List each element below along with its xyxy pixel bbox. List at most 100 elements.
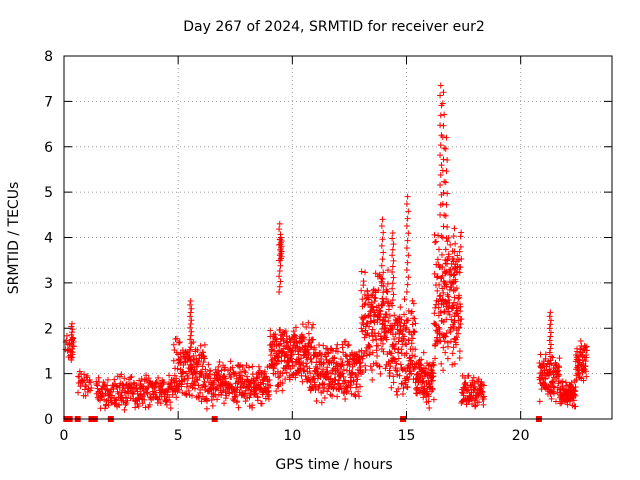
data-point [104, 376, 111, 383]
x-tick-label: 10 [283, 428, 301, 444]
data-point [377, 307, 384, 314]
data-point [274, 382, 281, 389]
data-point [379, 276, 386, 283]
data-point [438, 233, 445, 240]
data-point [411, 329, 418, 336]
data-point [381, 325, 388, 332]
data-point [276, 288, 283, 295]
data-point [203, 405, 210, 412]
data-point [139, 400, 146, 407]
data-point [562, 379, 569, 386]
data-point [183, 349, 190, 356]
data-point [310, 336, 317, 343]
data-point [419, 378, 426, 385]
data-point [123, 394, 130, 401]
data-point [124, 397, 131, 404]
data-point [118, 371, 125, 378]
data-point [347, 382, 354, 389]
data-point [437, 82, 444, 89]
data-point [451, 360, 458, 367]
data-point [472, 403, 479, 410]
data-point [382, 365, 389, 372]
data-point [437, 152, 444, 159]
data-point [378, 222, 385, 229]
data-point [444, 224, 451, 231]
data-point [445, 253, 452, 260]
data-point [233, 386, 240, 393]
data-point [390, 274, 397, 281]
data-point [111, 400, 118, 407]
data-point [432, 320, 439, 327]
data-point [277, 278, 284, 285]
data-point [463, 401, 470, 408]
data-point [187, 324, 194, 331]
data-point [222, 364, 229, 371]
data-point [215, 363, 222, 370]
data-point [582, 344, 589, 351]
data-point [254, 397, 261, 404]
data-point [111, 376, 118, 383]
data-point [404, 237, 411, 244]
data-point [290, 370, 297, 377]
data-point [334, 348, 341, 355]
data-point [263, 373, 270, 380]
data-point [583, 343, 590, 350]
data-point [241, 367, 248, 374]
data-point [202, 366, 209, 373]
data-point [320, 359, 327, 366]
data-point [395, 385, 402, 392]
data-point [441, 145, 448, 152]
data-point [188, 305, 195, 312]
data-point [409, 297, 416, 304]
data-point [537, 351, 544, 358]
data-point [444, 238, 451, 245]
data-point [187, 313, 194, 320]
data-point [107, 389, 114, 396]
data-point [305, 340, 312, 347]
data-point [449, 350, 456, 357]
data-point [258, 400, 265, 407]
data-point [68, 329, 75, 336]
data-point [445, 308, 452, 315]
data-point [320, 342, 327, 349]
data-point [439, 234, 446, 241]
data-point [306, 365, 313, 372]
data-point [390, 373, 397, 380]
data-point [358, 287, 365, 294]
data-point [480, 393, 487, 400]
data-point [450, 279, 457, 286]
data-point [388, 384, 395, 391]
data-point [392, 367, 399, 374]
data-point [389, 325, 396, 332]
data-point [146, 401, 153, 408]
data-point [188, 317, 195, 324]
data-point [116, 384, 123, 391]
data-point [383, 311, 390, 318]
data-point [99, 392, 106, 399]
data-point [443, 235, 450, 242]
data-point [440, 301, 447, 308]
data-point [365, 296, 372, 303]
data-point [358, 325, 365, 332]
data-point [405, 317, 412, 324]
data-point [458, 256, 465, 263]
data-point [383, 336, 390, 343]
data-point [399, 391, 406, 398]
data-point [276, 273, 283, 280]
data-point [404, 215, 411, 222]
data-point [452, 240, 459, 247]
data-point [442, 212, 449, 219]
data-point [177, 359, 184, 366]
y-tick-label: 6 [44, 140, 53, 156]
data-point [371, 298, 378, 305]
data-point [355, 388, 362, 395]
data-point [405, 208, 412, 215]
data-point [389, 341, 396, 348]
data-point [431, 310, 438, 317]
data-point [200, 359, 207, 366]
data-point [75, 389, 82, 396]
data-point [204, 397, 211, 404]
data-point [201, 341, 208, 348]
data-point [275, 354, 282, 361]
